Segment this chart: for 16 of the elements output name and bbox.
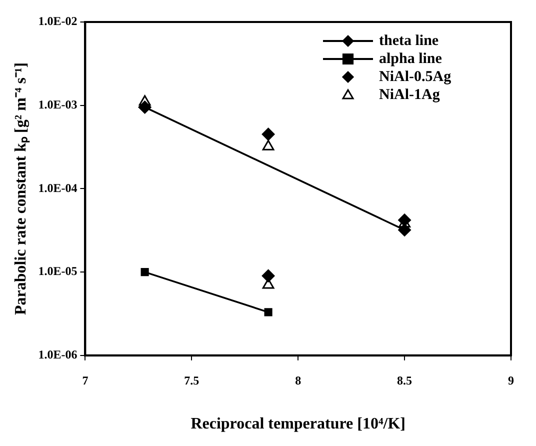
y-tick-label: 1.0E-04 — [38, 180, 78, 195]
x-tick-label: 8.5 — [397, 374, 412, 388]
y-axis-title: Parabolic rate constant kₚ [g² m⁻⁴ s⁻¹] — [12, 62, 31, 315]
legend-label: NiAl-1Ag — [379, 86, 440, 103]
legend-label: NiAl-0.5Ag — [379, 68, 452, 85]
y-tick-label: 1.0E-02 — [38, 14, 78, 28]
y-tick-label: 1.0E-06 — [38, 347, 78, 362]
x-tick-label: 7.5 — [184, 374, 200, 388]
x-tick-label: 9 — [508, 374, 514, 388]
x-tick-label: 8 — [295, 374, 302, 388]
y-tick-label: 1.0E-05 — [38, 264, 78, 278]
x-axis-title: Reciprocal temperature [10⁴/K] — [190, 416, 406, 433]
legend-label: theta line — [379, 32, 439, 49]
x-tick-label: 7 — [82, 374, 88, 388]
y-tick-label: 1.0E-03 — [38, 97, 78, 112]
legend-label: alpha line — [379, 50, 442, 67]
